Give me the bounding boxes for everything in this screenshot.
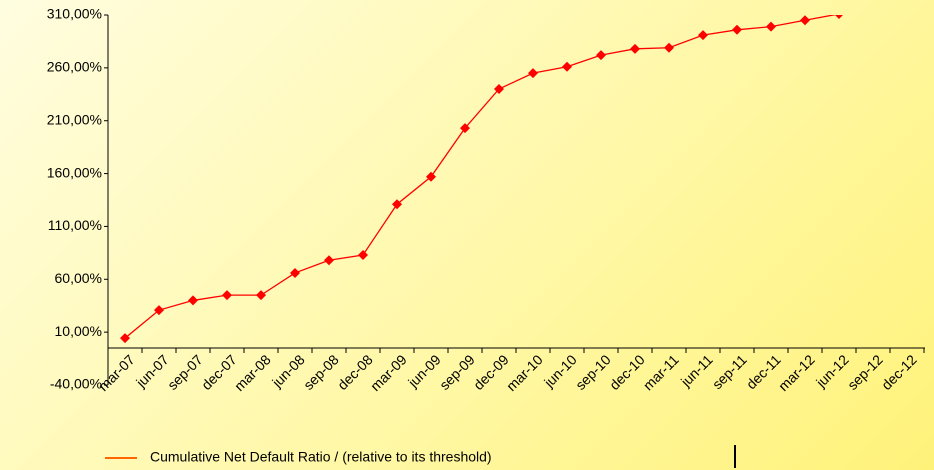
data-point [835,15,843,19]
x-tick-label: dec-07 [198,351,240,393]
x-tick-label: mar-12 [775,351,818,394]
data-point [698,30,708,41]
x-tick-label: sep-08 [300,351,342,393]
x-tick-label: mar-11 [640,351,682,393]
x-tick-label: sep-07 [164,351,206,393]
data-point [732,24,742,35]
y-tick-label: 60,00% [55,270,102,286]
plot-area [120,15,843,344]
x-tick-label: dec-09 [470,351,512,393]
x-tick-label: jun-12 [812,351,852,391]
data-point [154,305,164,316]
data-point [494,84,504,94]
x-tick-label: mar-10 [503,351,546,394]
data-point [664,42,674,53]
x-tick-label: sep-09 [436,351,478,393]
data-point [528,68,538,79]
data-point [800,15,810,26]
x-tick-label: mar-08 [231,351,274,394]
x-tick-label: mar-09 [367,351,410,394]
data-point [358,249,368,260]
y-tick-label: 210,00% [47,111,102,127]
data-point [630,43,640,54]
x-tick-label: sep-10 [572,351,614,393]
x-tick-label: mar-07 [95,351,138,394]
data-point [222,290,232,301]
data-point [766,21,776,32]
data-point [188,295,198,306]
data-point [392,199,402,210]
legend-label: Cumulative Net Default Ratio / (relative… [150,449,492,465]
data-point [290,267,300,278]
x-tick-label: jun-11 [677,351,716,390]
y-tick-label: 10,00% [55,323,102,339]
x-tick-label: jun-10 [540,351,580,391]
y-tick-label: -40,00% [50,376,102,392]
x-tick-label: dec-12 [878,351,920,393]
y-tick-label: 160,00% [47,164,102,180]
x-tick-label: sep-11 [709,351,750,392]
data-point [460,123,470,134]
x-tick-label: dec-10 [606,351,648,393]
data-point [256,290,266,301]
x-tick-label: jun-08 [268,351,308,391]
y-tick-label: 310,00% [47,6,102,22]
x-tick-label: sep-12 [844,351,886,393]
y-tick-label: 260,00% [47,59,102,75]
data-point [596,50,606,61]
data-point [426,171,436,182]
data-point [324,255,334,266]
x-tick-label: dec-08 [334,351,376,393]
y-tick-label: 110,00% [48,217,102,233]
x-tick-label: jun-09 [404,351,444,391]
data-line [124,15,837,339]
data-point [562,61,572,72]
x-tick-label: jun-07 [132,351,172,391]
data-point [120,333,130,344]
